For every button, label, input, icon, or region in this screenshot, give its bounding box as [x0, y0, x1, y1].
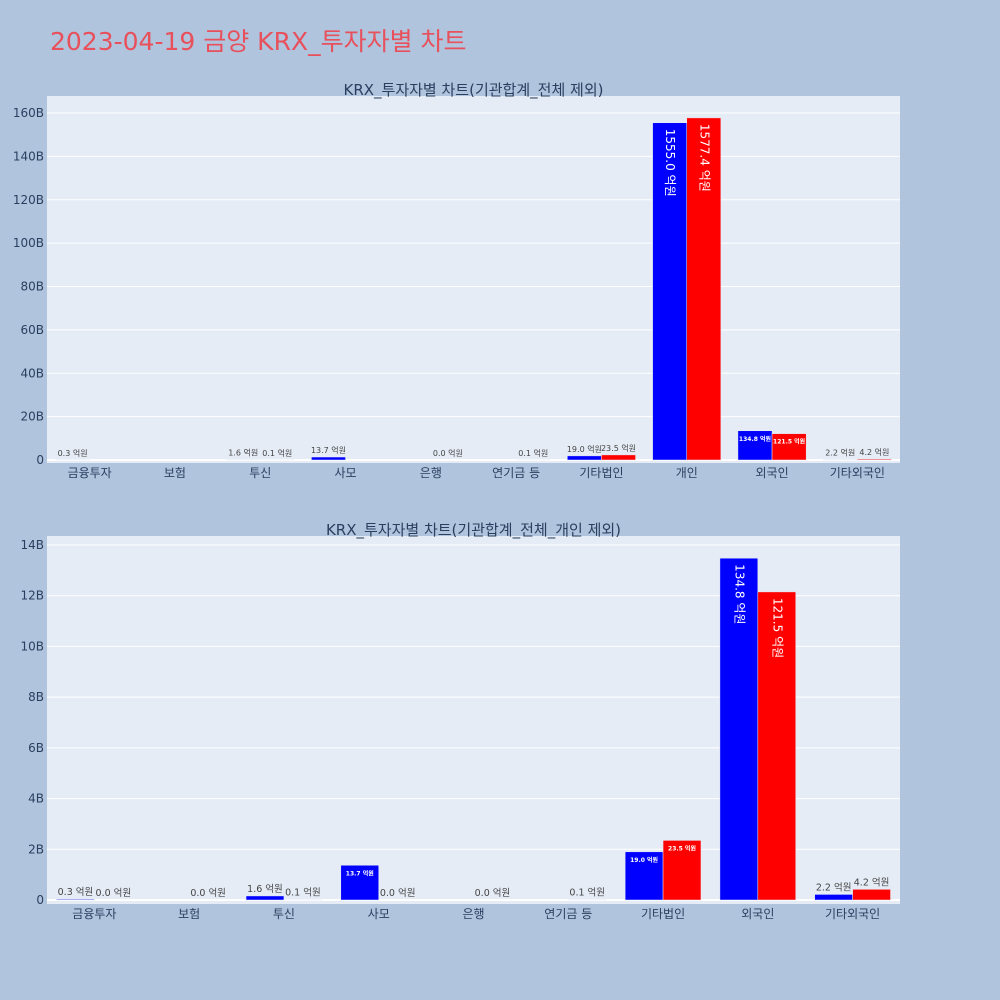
y-tick-label: 100B	[13, 236, 44, 250]
bar	[601, 454, 636, 461]
bar	[771, 433, 807, 461]
data-label: 121.5 억원	[770, 598, 784, 658]
x-tick-label: 보험	[178, 907, 200, 921]
data-label: 23.5 억원	[668, 844, 696, 852]
chart-title: KRX_투자자별 차트(기관합계_전체_개인 제외)	[326, 521, 621, 540]
bar	[757, 591, 796, 901]
y-tick-label: 0	[36, 893, 44, 907]
y-tick-label: 120B	[13, 193, 44, 207]
bar	[340, 865, 379, 901]
y-tick-label: 40B	[20, 366, 44, 380]
chart-title: KRX_투자자별 차트(기관합계_전체 제외)	[344, 81, 604, 100]
data-label: 1.6 억원	[247, 883, 283, 895]
x-tick-label: 보험	[164, 466, 186, 480]
x-tick-label: 금융투자	[68, 466, 112, 480]
data-label: 1577.4 억원	[697, 124, 711, 192]
data-label: 121.5 억원	[773, 438, 805, 446]
data-label: 134.8 억원	[732, 564, 746, 624]
x-tick-label: 외국인	[741, 907, 774, 921]
data-label: 2.2 억원	[816, 881, 852, 893]
x-tick-label: 연기금 등	[492, 466, 540, 480]
bar	[311, 456, 346, 461]
bar	[737, 430, 773, 461]
x-tick-label: 기타외국인	[830, 466, 885, 480]
y-tick-label: 10B	[20, 639, 44, 653]
data-label: 134.8 억원	[739, 435, 771, 443]
data-label: 0.1 억원	[285, 887, 321, 899]
y-tick-label: 8B	[28, 690, 44, 704]
bar	[686, 117, 722, 461]
data-label: 13.7 억원	[346, 869, 374, 877]
bar	[624, 851, 664, 901]
bar	[245, 895, 285, 901]
y-tick-label: 140B	[13, 149, 44, 163]
y-tick-label: 4B	[28, 792, 44, 806]
data-label: 0.0 억원	[190, 887, 226, 899]
data-label: 23.5 억원	[601, 443, 636, 453]
chart-top: 0 20B 40B 60B 80B 100B 120B 140B 160B KRX_투자자별 차트…	[13, 81, 900, 480]
y-tick-label: 60B	[20, 323, 44, 337]
data-label: 4.2 억원	[859, 447, 889, 457]
y-tick-label: 2B	[28, 842, 44, 856]
x-tick-label: 기타법인	[579, 466, 623, 480]
y-tick-label: 80B	[20, 280, 44, 294]
x-tick-label: 금융투자	[72, 907, 116, 921]
bar	[56, 898, 95, 901]
x-tick-label: 사모	[335, 466, 357, 480]
data-label: 19.0 억원	[567, 444, 602, 454]
data-label: 0.1 억원	[569, 887, 605, 899]
x-tick-label: 은행	[420, 465, 442, 480]
data-label: 0.3 억원	[58, 886, 94, 898]
x-tick-label: 투신	[249, 466, 271, 480]
bar	[719, 557, 759, 901]
data-label: 1555.0 억원	[663, 129, 677, 197]
chart-bottom: 0 2B 4B 6B 8B 10B 12B 14B KRX_투자자별 차트(기관합계_전체_개인…	[20, 521, 900, 921]
y-tick-label: 160B	[13, 106, 44, 120]
plot-area	[47, 96, 900, 463]
data-label: 19.0 억원	[630, 856, 658, 864]
bar	[567, 455, 602, 461]
data-label: 4.2 억원	[854, 876, 890, 888]
data-label: 2.2 억원	[825, 448, 855, 458]
data-label: 0.0 억원	[380, 887, 416, 899]
bar	[857, 458, 892, 461]
data-label: 0.1 억원	[518, 448, 548, 458]
x-tick-label: 기타법인	[641, 907, 685, 921]
x-tick-label: 연기금 등	[544, 907, 592, 921]
x-tick-label: 기타외국인	[825, 907, 880, 921]
data-label: 0.0 억원	[475, 887, 511, 899]
y-tick-label: 0	[36, 453, 44, 467]
data-label: 0.1 억원	[262, 448, 292, 458]
data-label: 0.0 억원	[96, 887, 132, 899]
data-label: 0.3 억원	[58, 448, 88, 458]
bar	[814, 894, 853, 901]
bar	[662, 840, 702, 901]
data-label: 1.6 억원	[228, 448, 258, 458]
x-tick-label: 개인	[676, 466, 698, 480]
x-tick-label: 사모	[368, 907, 390, 921]
data-label: 13.7 억원	[311, 445, 346, 455]
page-title: 2023-04-19 금양 KRX_투자자별 차트	[50, 27, 467, 56]
x-tick-label: 은행	[462, 906, 484, 921]
bar	[852, 889, 891, 901]
y-tick-label: 6B	[28, 741, 44, 755]
y-tick-label: 20B	[20, 410, 44, 424]
x-tick-label: 외국인	[755, 466, 788, 480]
bar	[652, 122, 688, 461]
y-tick-label: 12B	[20, 589, 44, 603]
data-label: 0.0 억원	[433, 448, 463, 458]
x-tick-label: 투신	[273, 907, 295, 921]
y-tick-label: 14B	[20, 538, 44, 552]
